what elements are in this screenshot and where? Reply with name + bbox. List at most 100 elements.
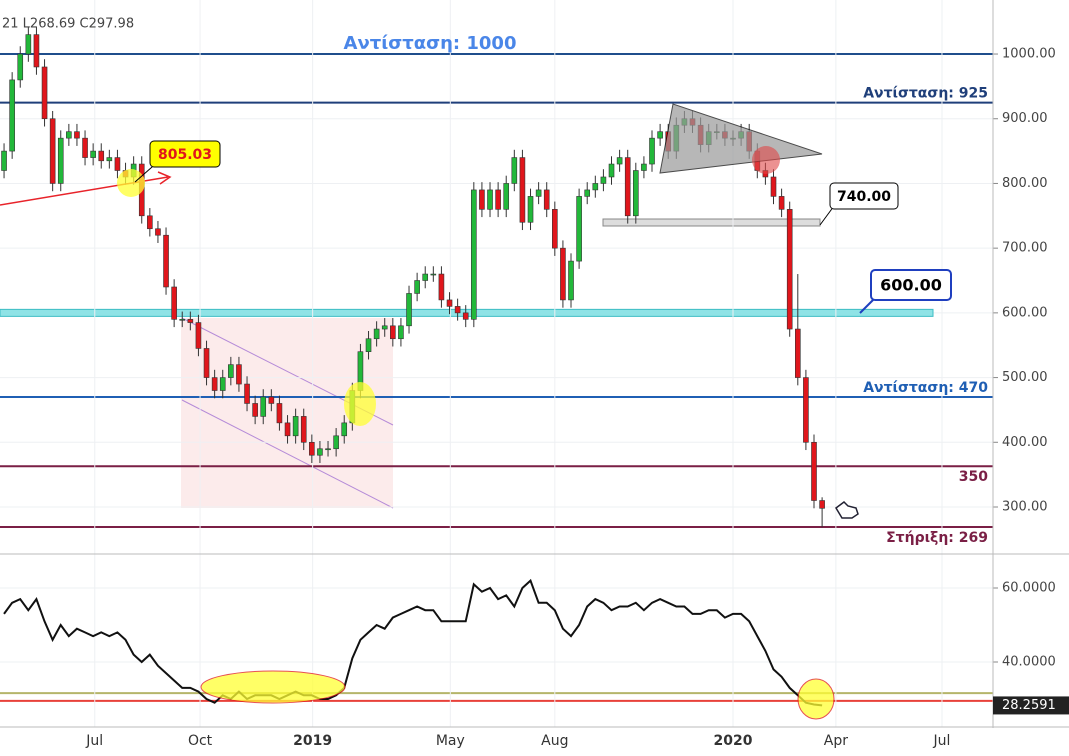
candle-body [49, 118, 56, 184]
y-tick-label: 300.00 [1002, 499, 1048, 514]
chart-title: Αντίσταση: 1000 [344, 33, 517, 54]
triangle-pattern [659, 103, 823, 174]
candle-body [309, 441, 315, 456]
candle-body [584, 189, 591, 197]
candle-body [608, 163, 615, 178]
highlight [752, 146, 780, 174]
candle-body [519, 157, 526, 223]
candle-body [616, 157, 623, 165]
callout-pointer [819, 205, 835, 226]
y-tick-label: 400.00 [1002, 435, 1048, 450]
candle-body [568, 260, 574, 301]
last-value-box [993, 696, 1069, 715]
candle-body [495, 189, 501, 210]
candle-body [317, 448, 323, 456]
candle-body [284, 422, 291, 437]
x-tick-label: 2019 [293, 733, 332, 749]
callout-box [149, 140, 221, 168]
candle-body [82, 137, 88, 158]
y-tick-label: 1000.00 [1002, 47, 1056, 62]
candle-body [66, 131, 72, 139]
y-tick-label: 40.0000 [1002, 654, 1056, 669]
candle-body [74, 131, 80, 139]
candle-body [641, 163, 647, 171]
candle-body [381, 325, 388, 330]
level-label: Αντίσταση: 925 [863, 86, 988, 102]
x-tick-label: Jul [933, 733, 951, 749]
candle-body [98, 150, 105, 162]
candle-body [552, 209, 558, 249]
candle-body [9, 79, 15, 152]
candle-body [471, 189, 477, 320]
candle-body [333, 435, 339, 450]
candle-body [657, 131, 663, 139]
candle-body [819, 500, 825, 509]
candle-body [17, 53, 24, 81]
candle-body [624, 157, 631, 217]
y-tick-label: 900.00 [1002, 111, 1048, 126]
ohlc-legend: 21 L268.69 C297.98 [2, 17, 134, 32]
highlight [797, 678, 835, 720]
candle-body [462, 312, 469, 320]
candle-body [770, 176, 777, 197]
candle-body [341, 422, 348, 437]
candle-body [422, 273, 429, 281]
candle-body [147, 215, 153, 230]
candle-body [778, 196, 785, 210]
candle-body [163, 234, 169, 288]
candle-body [592, 183, 599, 191]
callout-pointer [859, 297, 876, 314]
candle-body [511, 157, 518, 184]
callout-label: 740.00 [837, 189, 891, 205]
candle-body [187, 319, 194, 323]
callout-box [870, 269, 952, 301]
candle-body [600, 176, 607, 184]
candle-body [811, 441, 817, 501]
candle-body [268, 396, 275, 404]
rsi-line [3, 578, 823, 707]
candle-body [260, 396, 267, 417]
x-tick-label: Oct [188, 733, 213, 749]
candle-body [803, 377, 809, 443]
candle-body [795, 328, 801, 378]
candle-body [446, 299, 453, 307]
candle-body [90, 150, 96, 158]
level-label: Στήριξη: 269 [886, 530, 988, 546]
candle-body [365, 338, 372, 352]
x-tick-label: Apr [824, 733, 848, 749]
candle-body [633, 170, 639, 217]
level-label: 350 [959, 469, 988, 485]
candle-body [25, 34, 32, 55]
candle-body [195, 322, 202, 349]
channel-bottom [181, 399, 394, 509]
candle-body [41, 66, 48, 120]
y-tick-label: 700.00 [1002, 241, 1048, 256]
x-tick-label: 2020 [714, 733, 753, 749]
candle-body [325, 448, 331, 451]
candle-body [576, 196, 582, 262]
callout-box [829, 182, 899, 210]
candle-body [57, 137, 64, 184]
band-740 [602, 218, 821, 227]
arrow-head [157, 171, 172, 185]
x-tick-label: Aug [541, 733, 568, 749]
candle-body [535, 189, 542, 197]
highlight [117, 169, 145, 197]
candle-body [487, 189, 493, 210]
y-tick-label: 500.00 [1002, 370, 1048, 385]
candle-body [292, 416, 299, 437]
candle-body [406, 293, 412, 327]
hand-cursor [835, 501, 859, 519]
last-value-label: 28.2591 [1002, 698, 1056, 713]
highlight [200, 670, 346, 704]
candle-body [179, 319, 186, 321]
candle-body [1, 150, 7, 171]
candle-body [236, 364, 242, 385]
candle-body [454, 306, 461, 314]
candle-body [398, 325, 404, 340]
candle-body [171, 286, 177, 320]
candle-body [276, 403, 283, 424]
candle-body [155, 228, 161, 236]
candle-body [252, 403, 258, 417]
